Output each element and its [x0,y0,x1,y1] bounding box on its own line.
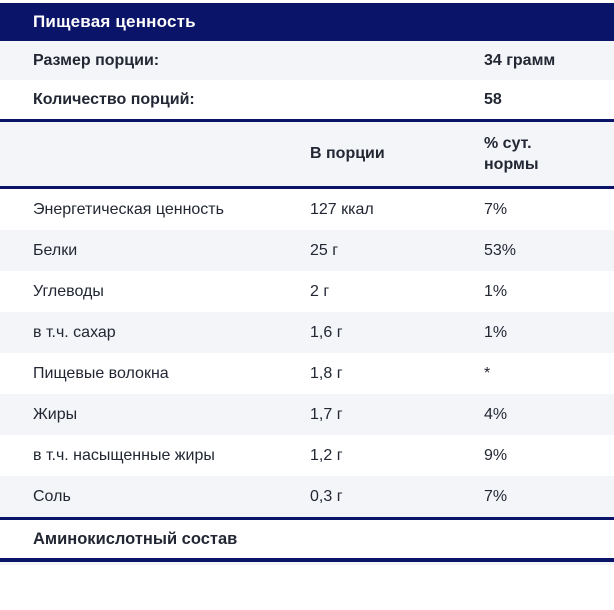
column-header-row: В порции % сут. нормы [0,122,614,186]
nutrient-per-portion: 0,3 г [310,488,343,505]
nutrient-per-portion: 25 г [310,242,339,259]
nutrient-name: Соль [33,488,71,505]
nutrition-rows: Энергетическая ценность 127 ккал 7% Белк… [0,189,614,517]
nutrient-daily-percent: 9% [484,447,508,464]
nutrient-row: Углеводы 2 г 1% [0,271,614,312]
nutrient-per-portion: 1,7 г [310,406,343,423]
nutrient-daily-percent: 1% [484,324,508,341]
table-title-bar: Пищевая ценность [0,3,614,41]
nutrient-per-portion: 127 ккал [310,201,374,218]
serving-size-row: Размер порции: 34 грамм [0,41,614,80]
amino-acid-section-title: Аминокислотный состав [33,529,238,548]
nutrient-daily-percent: * [484,365,491,382]
nutrient-daily-percent: 7% [484,488,508,505]
serving-size-label: Размер порции: [33,51,160,69]
nutrient-name: Белки [33,242,78,259]
serving-size-value: 34 грамм [484,51,556,69]
nutrient-row: Пищевые волокна 1,8 г * [0,353,614,394]
divider-line [0,517,614,520]
amino-acid-section-header: Аминокислотный состав [0,520,614,558]
nutrient-name: Энергетическая ценность [33,201,224,218]
nutrient-per-portion: 1,6 г [310,324,343,341]
servings-count-row: Количество порций: 58 [0,80,614,119]
nutrient-row: в т.ч. сахар 1,6 г 1% [0,312,614,353]
divider-line [0,558,614,562]
column-header-daily-norm: % сут. нормы [484,135,539,173]
nutrient-per-portion: 1,8 г [310,365,343,382]
nutrient-daily-percent: 7% [484,201,508,218]
nutrient-daily-percent: 53% [484,242,517,259]
nutrient-row: Белки 25 г 53% [0,230,614,271]
nutrient-name: Углеводы [33,283,104,300]
nutrient-name: в т.ч. сахар [33,324,116,341]
column-header-portion: В порции [310,145,385,162]
nutrient-row: Соль 0,3 г 7% [0,476,614,517]
bottom-strip [0,562,614,565]
divider-line [0,186,614,189]
table-title: Пищевая ценность [33,12,196,31]
nutrient-per-portion: 2 г [310,283,330,300]
nutrient-row: в т.ч. насыщенные жиры 1,2 г 9% [0,435,614,476]
servings-count-label: Количество порций: [33,90,195,108]
nutrient-name: в т.ч. насыщенные жиры [33,447,215,464]
nutrition-facts-table: Пищевая ценность Размер порции: 34 грамм… [0,3,614,565]
nutrient-per-portion: 1,2 г [310,447,343,464]
nutrient-daily-percent: 4% [484,406,508,423]
nutrient-daily-percent: 1% [484,283,508,300]
nutrient-row: Энергетическая ценность 127 ккал 7% [0,189,614,230]
nutrient-row: Жиры 1,7 г 4% [0,394,614,435]
nutrient-name: Пищевые волокна [33,365,169,382]
servings-count-value: 58 [484,90,502,108]
divider-line [0,119,614,122]
nutrient-name: Жиры [33,406,78,423]
